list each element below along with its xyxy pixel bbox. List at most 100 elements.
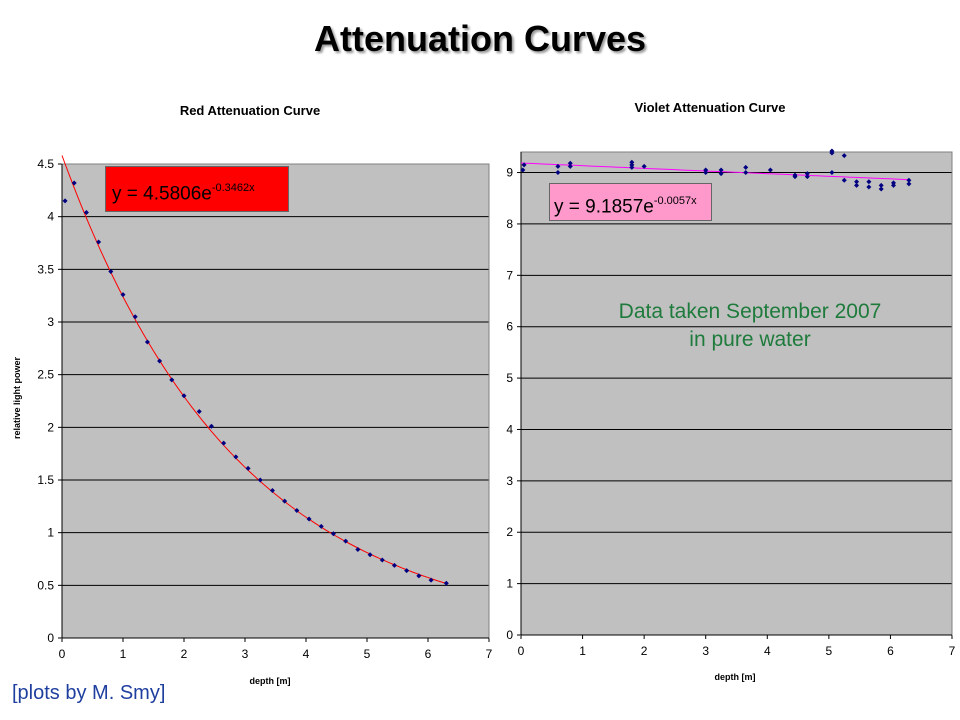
violet-x-tick-label: 5 — [826, 644, 833, 658]
red-x-tick-label: 1 — [120, 647, 127, 661]
red-data-point — [221, 440, 227, 446]
red-data-point — [144, 339, 150, 345]
red-data-point — [355, 547, 361, 553]
red-data-point — [294, 508, 300, 514]
violet-data-point — [629, 159, 635, 165]
red-y-tick-label: 3 — [47, 315, 54, 329]
red-y-tick-label: 4 — [47, 210, 54, 224]
red-data-point — [379, 557, 385, 563]
red-y-tick-label: 1.5 — [37, 473, 54, 487]
red-data-point — [96, 239, 102, 245]
red-data-point — [416, 573, 422, 579]
violet-x-tick-label: 7 — [949, 644, 956, 658]
violet-y-tick-label: 7 — [506, 268, 513, 282]
red-x-tick-label: 3 — [242, 647, 249, 661]
note-line-1: Data taken September 2007 — [618, 300, 882, 323]
red-trendline-equation: y = 4.5806e-0.3462x — [105, 166, 289, 212]
violet-data-point — [718, 167, 724, 173]
violet-x-tick-label: 1 — [579, 644, 586, 658]
red-y-tick-label: 1 — [47, 526, 54, 540]
red-data-point — [306, 516, 312, 522]
red-data-point — [157, 358, 163, 364]
red-data-point — [62, 198, 68, 204]
violet-data-point — [641, 163, 647, 169]
red-data-point — [367, 552, 373, 558]
violet-y-tick-label: 0 — [506, 628, 513, 642]
red-data-point — [257, 477, 263, 483]
violet-x-tick-label: 0 — [518, 644, 525, 658]
red-data-point — [169, 377, 175, 383]
red-data-point — [196, 409, 202, 415]
measurement-note: Data taken September 2007 in pure water — [565, 298, 935, 354]
red-x-tick-label: 0 — [59, 647, 66, 661]
violet-data-point — [891, 182, 897, 188]
violet-data-point — [804, 171, 810, 177]
violet-y-tick-label: 8 — [506, 217, 513, 231]
violet-data-point — [555, 163, 561, 169]
red-data-point — [132, 314, 138, 320]
violet-data-point — [520, 167, 526, 173]
violet-data-point — [718, 171, 724, 177]
violet-x-axis-title: depth [m] — [715, 672, 756, 682]
violet-data-point — [703, 170, 709, 176]
violet-data-point — [854, 182, 860, 188]
red-data-point — [343, 538, 349, 544]
red-data-point — [71, 180, 77, 186]
violet-chart-title: Violet Attenuation Curve — [635, 100, 786, 115]
red-data-point — [83, 209, 89, 215]
red-data-point — [282, 498, 288, 504]
red-data-point — [208, 423, 214, 429]
red-data-point — [404, 568, 410, 574]
violet-data-point — [854, 179, 860, 185]
violet-data-point — [567, 160, 573, 166]
violet-data-point — [829, 148, 835, 154]
violet-data-point — [906, 177, 912, 183]
red-y-tick-label: 0 — [47, 631, 54, 645]
violet-data-point — [841, 153, 847, 159]
violet-y-tick-label: 1 — [506, 577, 513, 591]
red-data-point — [120, 292, 126, 298]
red-y-tick-label: 4.5 — [37, 157, 54, 171]
violet-data-point — [866, 184, 872, 190]
red-equation-exponent: -0.3462x — [211, 182, 255, 194]
red-data-point — [269, 488, 275, 494]
violet-equation-main: y = 9.1857e — [554, 196, 654, 218]
violet-y-tick-label: 2 — [506, 525, 513, 539]
plot-credit: [plots by M. Smy] — [12, 682, 166, 704]
violet-data-point — [841, 177, 847, 183]
violet-data-point — [629, 162, 635, 168]
violet-y-tick-label: 5 — [506, 371, 513, 385]
violet-data-point — [829, 170, 835, 176]
red-data-point — [181, 393, 187, 399]
red-data-point — [108, 268, 114, 274]
violet-x-tick-label: 3 — [702, 644, 709, 658]
slide-title: Attenuation Curves — [313, 18, 647, 59]
violet-data-point — [521, 162, 527, 168]
red-data-point — [245, 465, 251, 471]
red-y-axis-title: relative light power — [12, 356, 22, 439]
note-line-2: in pure water — [689, 328, 811, 351]
red-chart-title: Red Attenuation Curve — [180, 103, 320, 118]
violet-data-point — [906, 181, 912, 187]
red-x-tick-label: 4 — [303, 647, 310, 661]
violet-data-point — [866, 179, 872, 185]
violet-data-point — [878, 182, 884, 188]
violet-y-tick-label: 4 — [506, 422, 513, 436]
red-y-tick-label: 2 — [47, 420, 54, 434]
red-plot-area — [62, 164, 489, 638]
red-data-point — [443, 580, 449, 586]
red-x-tick-label: 6 — [425, 647, 432, 661]
violet-data-point — [878, 186, 884, 192]
red-equation-main: y = 4.5806e — [112, 183, 212, 205]
violet-data-point — [743, 164, 749, 170]
red-data-point — [318, 523, 324, 529]
violet-equation-exponent: -0.0057x — [653, 195, 697, 207]
violet-x-tick-label: 6 — [887, 644, 894, 658]
violet-data-point — [804, 174, 810, 180]
violet-x-tick-label: 2 — [641, 644, 648, 658]
violet-data-point — [629, 164, 635, 170]
violet-data-point — [743, 170, 749, 176]
violet-data-point — [891, 180, 897, 186]
violet-y-tick-label: 3 — [506, 474, 513, 488]
